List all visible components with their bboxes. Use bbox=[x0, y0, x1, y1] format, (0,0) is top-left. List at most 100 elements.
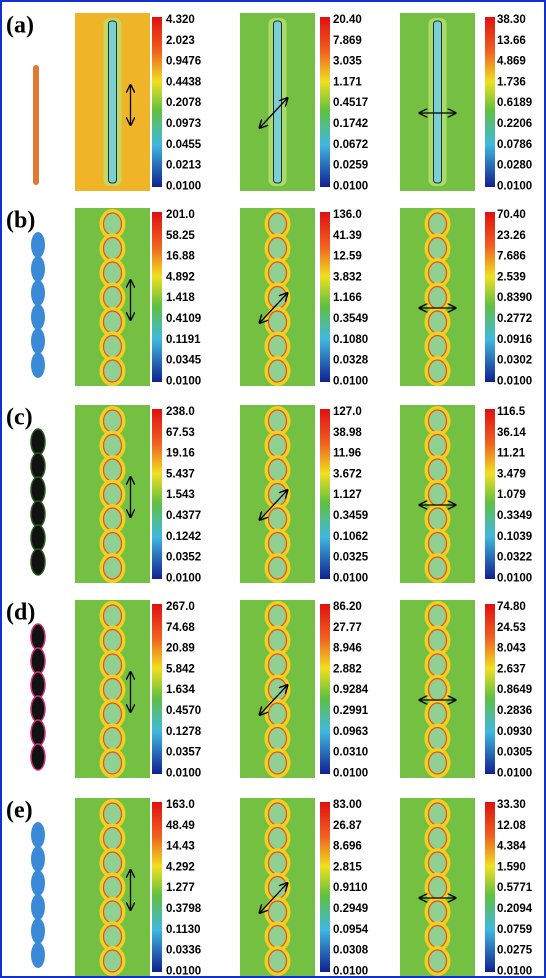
field-map bbox=[400, 208, 475, 386]
scale-label: 11.21 bbox=[497, 448, 526, 460]
scale-label: 1.736 bbox=[497, 76, 526, 88]
scale-label: 0.0213 bbox=[166, 160, 201, 172]
hot-spot-core bbox=[269, 630, 287, 652]
scale-label: 41.39 bbox=[333, 230, 362, 242]
scale-label: 20.40 bbox=[333, 14, 362, 26]
panel-label: (d) bbox=[6, 600, 35, 626]
particle-rod bbox=[109, 21, 117, 183]
hot-spot-core bbox=[269, 901, 287, 923]
scale-label: 0.0100 bbox=[166, 180, 201, 192]
scale-label: 36.14 bbox=[497, 427, 526, 439]
scale-label: 4.869 bbox=[497, 56, 526, 68]
scale-label: 0.4109 bbox=[166, 313, 201, 325]
scale-label: 74.68 bbox=[166, 622, 195, 634]
scale-label: 0.0954 bbox=[333, 924, 369, 936]
hot-spot-core bbox=[429, 630, 447, 652]
scale-label: 4.384 bbox=[497, 841, 526, 853]
hot-spot-core bbox=[269, 605, 287, 627]
scale-label: 163.0 bbox=[166, 799, 195, 811]
field-map bbox=[75, 208, 150, 386]
scale-label: 0.0100 bbox=[166, 965, 201, 977]
scale-label: 1.171 bbox=[333, 76, 362, 88]
hot-spot-core bbox=[269, 336, 287, 358]
hot-spot-core bbox=[104, 679, 122, 701]
particle-rod bbox=[434, 21, 442, 183]
scale-label: 0.0973 bbox=[166, 118, 201, 130]
hot-spot-core bbox=[429, 877, 447, 899]
scale-label: 2.637 bbox=[497, 663, 526, 675]
scale-label: 1.079 bbox=[497, 489, 526, 501]
scale-label: 0.0100 bbox=[333, 375, 368, 387]
color-bar bbox=[320, 604, 330, 774]
scale-label: 0.4438 bbox=[166, 76, 202, 88]
scale-label: 1.590 bbox=[497, 861, 526, 873]
scale-label: 3.832 bbox=[333, 271, 362, 283]
scale-label: 0.0100 bbox=[497, 767, 532, 779]
hot-spot-core bbox=[269, 311, 287, 333]
hot-spot-core bbox=[269, 654, 287, 676]
hot-spot-core bbox=[269, 213, 287, 235]
scale-label: 0.6189 bbox=[497, 97, 532, 109]
particle-icon bbox=[31, 549, 45, 575]
panel-label: (e) bbox=[6, 798, 33, 824]
scale-label: 3.672 bbox=[333, 468, 362, 480]
scale-label: 0.1080 bbox=[333, 334, 368, 346]
particle-icon bbox=[31, 624, 45, 650]
scale-label: 0.3459 bbox=[333, 510, 368, 522]
particle-icon bbox=[31, 822, 45, 848]
scale-label: 0.3349 bbox=[497, 510, 532, 522]
particle-icon bbox=[31, 894, 45, 920]
particle-icon bbox=[31, 918, 45, 944]
scale-label: 67.53 bbox=[166, 427, 195, 439]
hot-spot-core bbox=[104, 311, 122, 333]
hot-spot-core bbox=[429, 459, 447, 481]
color-bar bbox=[320, 802, 330, 972]
scale-label: 0.0100 bbox=[497, 572, 532, 584]
hot-spot-core bbox=[429, 950, 447, 972]
hot-spot-core bbox=[429, 262, 447, 284]
hot-spot-core bbox=[104, 435, 122, 457]
hot-spot-core bbox=[269, 703, 287, 725]
scale-label: 0.9110 bbox=[333, 882, 368, 894]
field-map bbox=[400, 13, 475, 191]
scale-label: 12.08 bbox=[497, 820, 526, 832]
particle-icon bbox=[31, 352, 45, 378]
scale-label: 0.0100 bbox=[333, 572, 368, 584]
scale-label: 70.40 bbox=[497, 209, 526, 221]
hot-spot-core bbox=[104, 287, 122, 309]
scale-label: 26.87 bbox=[333, 820, 362, 832]
hot-spot-core bbox=[429, 803, 447, 825]
scale-label: 0.0100 bbox=[497, 965, 532, 977]
scale-label: 0.0336 bbox=[166, 945, 201, 957]
hot-spot-core bbox=[104, 557, 122, 579]
scale-label: 1.127 bbox=[333, 489, 362, 501]
scale-label: 1.634 bbox=[166, 684, 195, 696]
hot-spot-core bbox=[104, 950, 122, 972]
scale-label: 4.292 bbox=[166, 861, 195, 873]
scale-label: 0.0916 bbox=[497, 334, 532, 346]
hot-spot-core bbox=[429, 435, 447, 457]
hot-spot-core bbox=[269, 262, 287, 284]
scale-label: 0.0100 bbox=[166, 572, 201, 584]
color-bar bbox=[152, 409, 162, 579]
scale-label: 0.0786 bbox=[497, 139, 532, 151]
scale-label: 0.1242 bbox=[166, 531, 201, 543]
hot-spot-core bbox=[104, 852, 122, 874]
scale-label: 19.16 bbox=[166, 448, 195, 460]
scale-label: 0.4517 bbox=[333, 97, 368, 109]
scale-label: 1.418 bbox=[166, 292, 195, 304]
scale-label: 0.0100 bbox=[166, 375, 201, 387]
hot-spot-core bbox=[104, 877, 122, 899]
field-map bbox=[75, 13, 150, 191]
particle-rod bbox=[274, 21, 282, 183]
field-map bbox=[240, 600, 315, 778]
scale-label: 0.0310 bbox=[333, 747, 368, 759]
hot-spot-core bbox=[429, 311, 447, 333]
scale-label: 201.0 bbox=[166, 209, 195, 221]
scale-label: 0.1278 bbox=[166, 726, 202, 738]
panel-label: (a) bbox=[6, 13, 34, 39]
hot-spot-core bbox=[104, 605, 122, 627]
scale-label: 0.2206 bbox=[497, 118, 532, 130]
hot-spot-core bbox=[104, 360, 122, 382]
color-bar bbox=[485, 802, 495, 972]
